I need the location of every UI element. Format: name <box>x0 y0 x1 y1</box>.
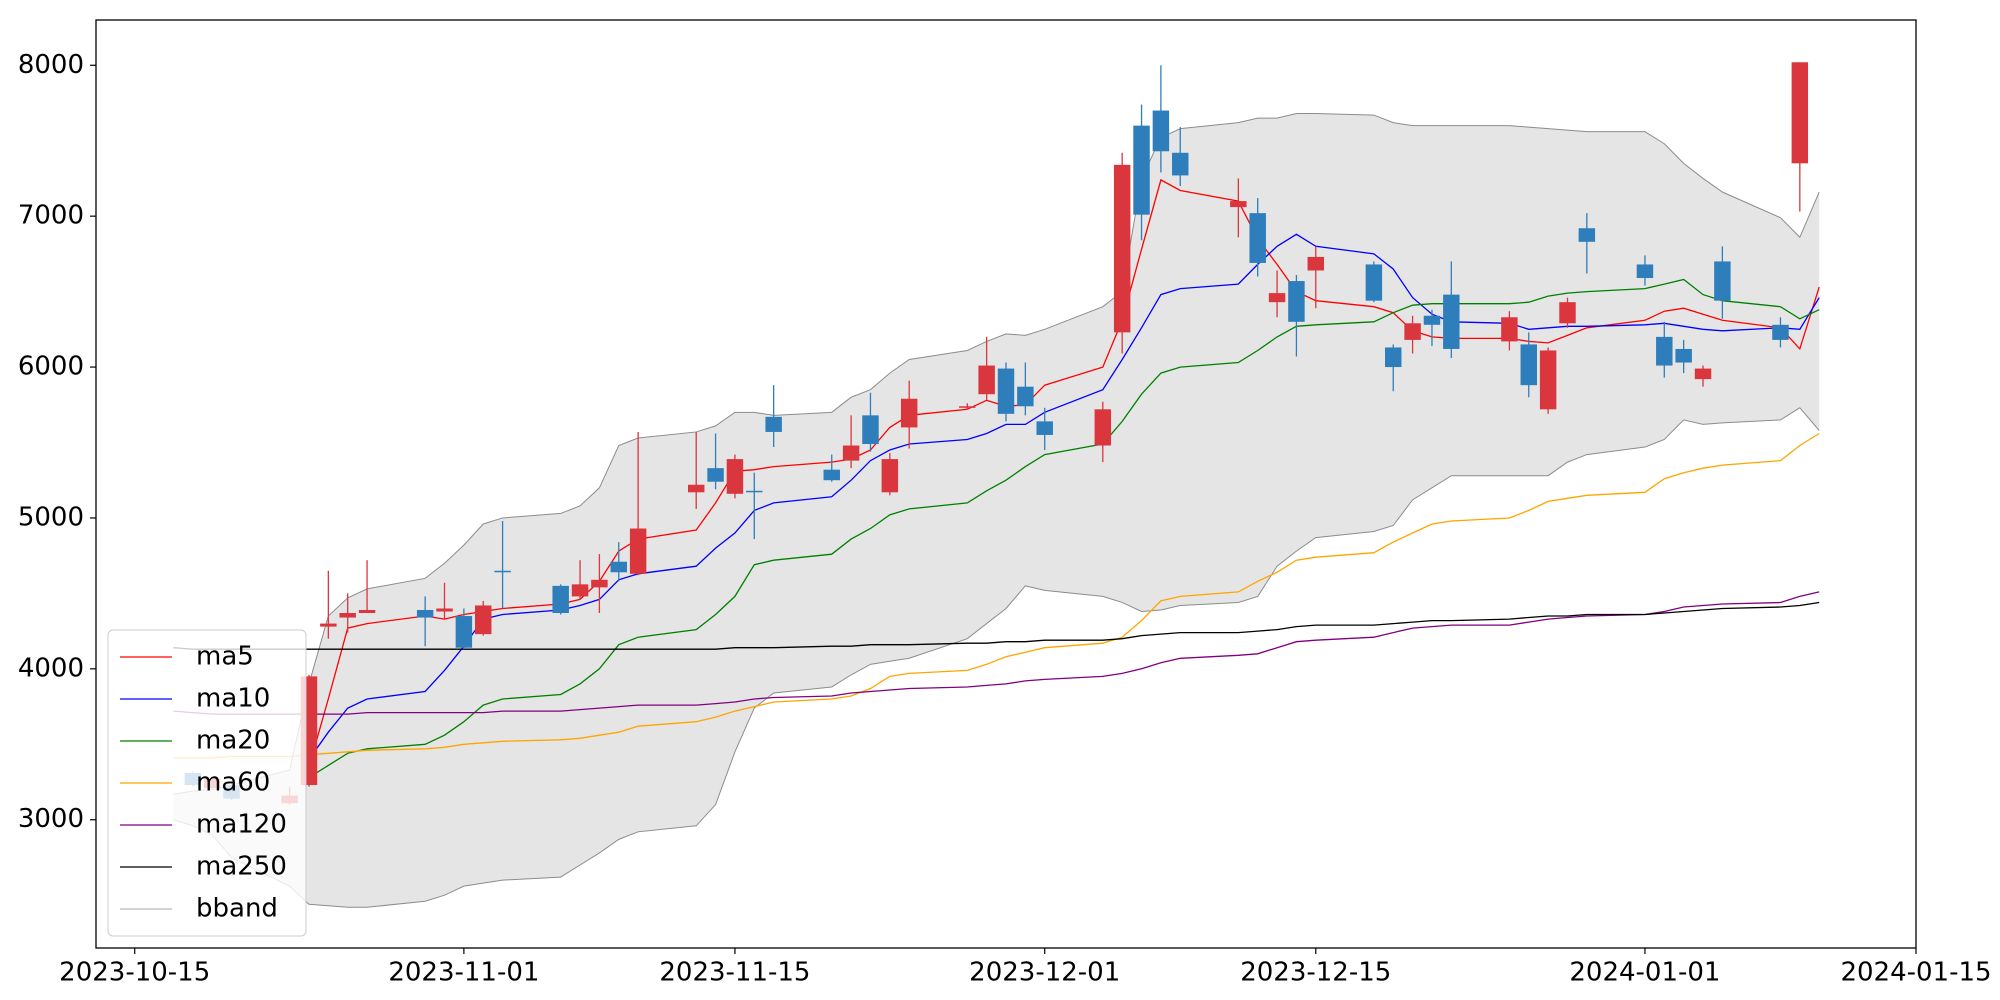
candle-body <box>1133 125 1150 215</box>
legend-label: ma10 <box>196 684 270 714</box>
x-tick-label: 2023-10-15 <box>59 958 210 988</box>
candle-body <box>1017 386 1034 407</box>
candle-body <box>320 623 337 627</box>
x-tick-label: 2023-11-15 <box>659 958 810 988</box>
candle-body <box>1288 281 1305 322</box>
y-tick-label: 3000 <box>18 804 84 834</box>
candle-body <box>1423 315 1441 325</box>
candle-body <box>1539 350 1557 410</box>
candle-body <box>1772 324 1789 340</box>
candle-body <box>726 459 744 494</box>
candle-body <box>475 605 492 635</box>
legend-label: bband <box>196 894 278 924</box>
band-lower <box>173 407 1820 908</box>
candle-body <box>1365 264 1383 301</box>
candle-body <box>707 468 724 482</box>
candle-body <box>494 570 511 573</box>
candle-body <box>1656 336 1673 366</box>
y-tick-label: 6000 <box>18 352 84 382</box>
y-tick-label: 4000 <box>18 653 84 683</box>
y-tick-label: 7000 <box>18 201 84 231</box>
ma-line <box>173 432 1820 759</box>
ma-line <box>308 278 1820 779</box>
candle-body <box>746 490 763 493</box>
candle-body <box>1036 421 1053 435</box>
candle-body <box>900 398 918 428</box>
ma-line <box>173 591 1820 715</box>
candle-body <box>436 608 453 612</box>
candle-body <box>1636 264 1654 279</box>
candle-body <box>629 528 647 574</box>
candle-body <box>978 365 995 395</box>
candle-body <box>997 368 1015 414</box>
candle-body <box>591 579 608 588</box>
candle-body <box>1172 152 1189 176</box>
candle-body <box>1578 228 1596 242</box>
candle-body <box>1113 164 1131 333</box>
candle-body <box>339 613 356 618</box>
legend-label: ma250 <box>196 852 287 882</box>
candle-body <box>1230 201 1247 208</box>
candle-body <box>1714 261 1731 301</box>
candle-body <box>455 616 473 648</box>
candle-body <box>765 416 782 432</box>
candle-body <box>552 585 569 614</box>
candle-body <box>823 469 840 481</box>
legend-label: ma5 <box>196 642 254 672</box>
legend-label: ma120 <box>196 810 287 840</box>
candle-body <box>862 415 879 445</box>
candle-body <box>1268 293 1286 303</box>
candle-body <box>1520 344 1537 386</box>
candle-body <box>1501 317 1518 342</box>
plot-area <box>173 62 1820 908</box>
plot-frame <box>95 19 1917 949</box>
y-tick-label: 5000 <box>18 502 84 532</box>
legend: ma5 ma10 ma20 ma60 ma120 ma250 bband <box>107 629 307 937</box>
legend-box <box>107 629 307 937</box>
candle-body <box>842 445 860 461</box>
x-tick-label: 2024-01-01 <box>1569 958 1720 988</box>
candle-body <box>1791 62 1809 164</box>
candle-body <box>358 609 376 614</box>
y-tick-label: 8000 <box>18 50 84 80</box>
candle-body <box>1694 368 1712 380</box>
band-fill <box>173 113 1820 908</box>
band-upper <box>173 113 1820 795</box>
candle-body <box>881 459 899 493</box>
candle-body <box>571 584 589 597</box>
legend-label: ma60 <box>196 768 270 798</box>
x-tick-label: 2023-12-01 <box>969 958 1120 988</box>
candle-body <box>1404 323 1421 340</box>
x-tick-label: 2023-11-01 <box>388 958 539 988</box>
candle-body <box>1249 213 1266 263</box>
legend-label: ma20 <box>196 726 270 756</box>
candle-body <box>1307 256 1325 271</box>
x-tick-label: 2023-12-15 <box>1240 958 1391 988</box>
ma-line <box>173 601 1820 650</box>
candle-body <box>1443 294 1460 349</box>
candle-body <box>610 561 627 573</box>
candle-body <box>416 609 434 618</box>
candle-body <box>1559 302 1576 324</box>
candle-body <box>1385 347 1402 368</box>
candle-body <box>1094 409 1112 446</box>
candle-body <box>1675 348 1692 363</box>
candle-body <box>959 406 976 408</box>
candle-body <box>1152 110 1170 152</box>
candle-body <box>687 484 705 493</box>
x-tick-label: 2024-01-15 <box>1840 958 1991 988</box>
